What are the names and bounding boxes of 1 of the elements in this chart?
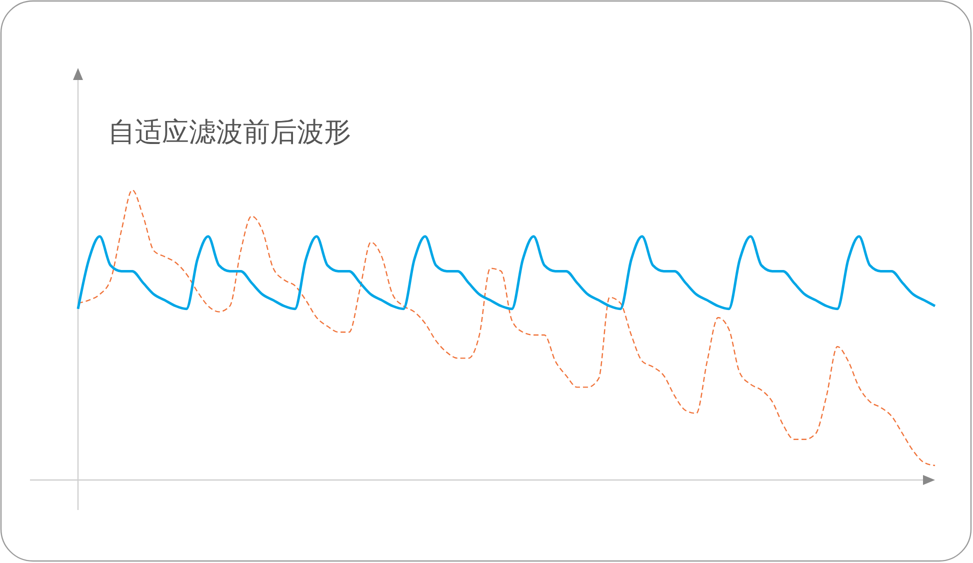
chart-title: 自适应滤波前后波形 [108, 116, 351, 150]
